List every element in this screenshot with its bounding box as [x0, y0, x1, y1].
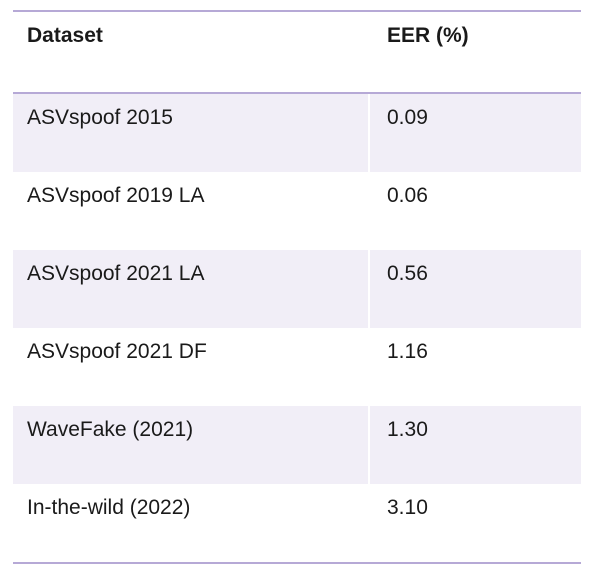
cell-dataset: ASVspoof 2021 DF: [27, 340, 207, 363]
cell-dataset: ASVspoof 2019 LA: [27, 184, 205, 207]
results-table: Dataset EER (%) ASVspoof 2015 0.09 ASVsp…: [13, 10, 581, 564]
cell-eer: 1.30: [387, 418, 428, 441]
bottom-rule: [13, 562, 581, 564]
table-row: ASVspoof 2015 0.09: [13, 94, 581, 172]
cell-eer: 3.10: [387, 496, 428, 519]
cell-eer: 0.06: [387, 184, 428, 207]
header-dataset: Dataset: [27, 24, 103, 47]
table-row: ASVspoof 2019 LA 0.06: [13, 172, 581, 250]
top-rule: [13, 10, 581, 12]
cell-dataset: WaveFake (2021): [13, 406, 370, 484]
cell-eer: 0.09: [387, 106, 428, 129]
table-header: Dataset EER (%): [13, 12, 581, 92]
cell-dataset: ASVspoof 2015: [13, 94, 370, 172]
table-row: ASVspoof 2021 DF 1.16: [13, 328, 581, 406]
table-row: WaveFake (2021) 1.30: [13, 406, 581, 484]
header-rule: [13, 92, 581, 94]
cell-dataset: In-the-wild (2022): [27, 496, 191, 519]
cell-eer: 0.56: [387, 262, 428, 285]
cell-dataset: ASVspoof 2021 LA: [13, 250, 370, 328]
header-eer: EER (%): [387, 24, 469, 47]
table-row: ASVspoof 2021 LA 0.56: [13, 250, 581, 328]
table-row: In-the-wild (2022) 3.10: [13, 484, 581, 562]
cell-eer: 1.16: [387, 340, 428, 363]
